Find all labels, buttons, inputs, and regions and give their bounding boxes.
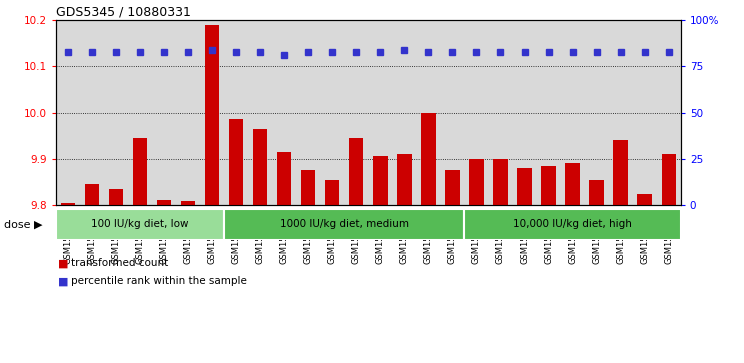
Bar: [85, 184, 99, 205]
Bar: [56, 209, 224, 240]
Text: GDS5345 / 10880331: GDS5345 / 10880331: [56, 6, 190, 19]
Text: ■: ■: [58, 258, 68, 268]
Bar: [517, 168, 532, 205]
Bar: [109, 189, 123, 205]
Bar: [373, 156, 388, 205]
Text: 10,000 IU/kg diet, high: 10,000 IU/kg diet, high: [513, 219, 632, 229]
Text: 1000 IU/kg diet, medium: 1000 IU/kg diet, medium: [280, 219, 408, 229]
Text: 100 IU/kg diet, low: 100 IU/kg diet, low: [92, 219, 189, 229]
Bar: [565, 163, 580, 205]
Text: ■: ■: [58, 276, 68, 286]
Bar: [253, 129, 267, 205]
Bar: [542, 166, 556, 205]
Bar: [224, 209, 464, 240]
Bar: [493, 159, 507, 205]
Bar: [132, 138, 147, 205]
Bar: [205, 25, 219, 205]
Bar: [661, 154, 676, 205]
Bar: [397, 154, 411, 205]
Text: dose ▶: dose ▶: [4, 219, 42, 229]
Bar: [469, 159, 484, 205]
Bar: [614, 140, 628, 205]
Bar: [157, 200, 171, 205]
Bar: [589, 180, 604, 205]
Bar: [421, 113, 435, 205]
Text: transformed count: transformed count: [71, 258, 168, 268]
Bar: [277, 152, 292, 205]
Bar: [229, 119, 243, 205]
Bar: [181, 201, 195, 205]
Bar: [325, 180, 339, 205]
Text: percentile rank within the sample: percentile rank within the sample: [71, 276, 246, 286]
Bar: [349, 138, 364, 205]
Bar: [60, 203, 75, 205]
Bar: [638, 193, 652, 205]
Bar: [445, 170, 460, 205]
Bar: [464, 209, 681, 240]
Bar: [301, 170, 315, 205]
